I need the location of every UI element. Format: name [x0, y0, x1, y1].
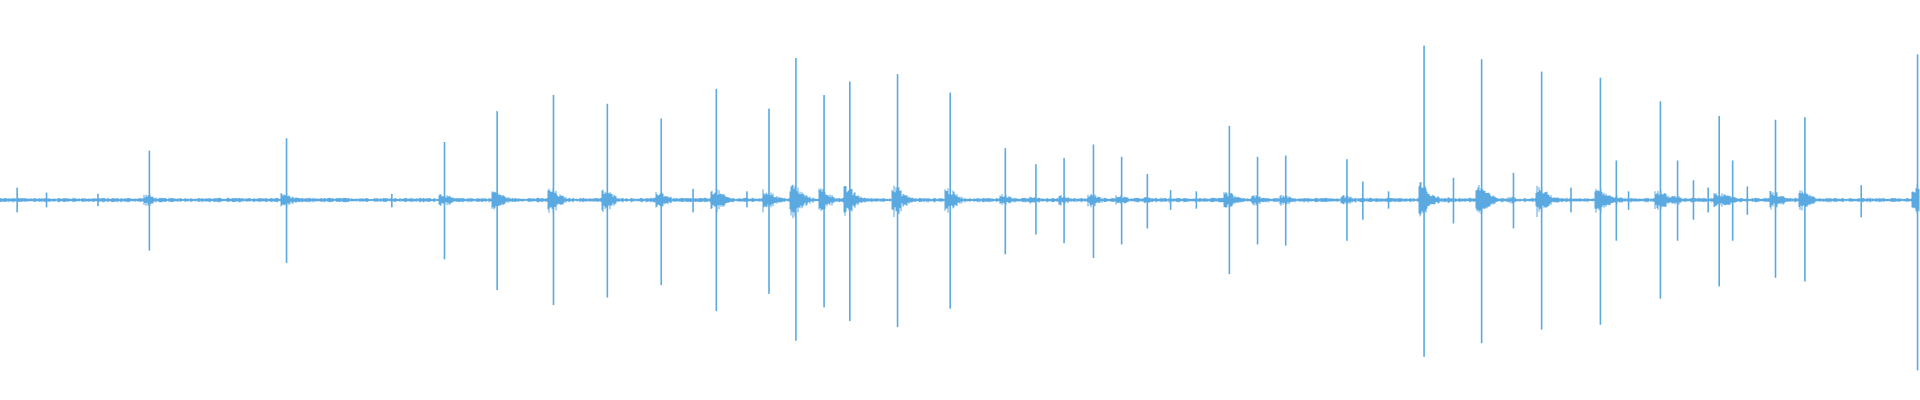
waveform-noise: [0, 182, 1920, 219]
